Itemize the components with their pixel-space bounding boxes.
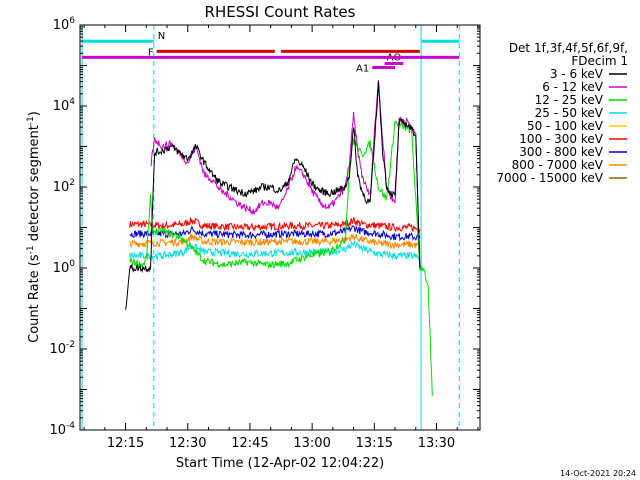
x-tick-label: 12:30 [169, 436, 206, 451]
legend-label: 50 - 100 keV [527, 119, 604, 133]
y-tick-label-base: 10 [53, 261, 70, 276]
y-tick-label: 100 [53, 259, 76, 276]
x-tick-label: 12:45 [231, 436, 268, 451]
series-line [129, 216, 421, 233]
y-axis-label-main: Count Rate (s [27, 254, 42, 343]
legend-label: 12 - 25 keV [535, 93, 604, 107]
y-axis-label-sup1: -1 [26, 245, 36, 254]
timestamp: 14-Oct-2021 20:24 [560, 469, 636, 478]
x-tick-label: 13:15 [356, 436, 393, 451]
x-axis-ticks: 12:15 12:30 12:45 13:00 13:15 13:30 [83, 25, 479, 451]
y-tick-label-exp: 6 [69, 16, 75, 26]
legend-label: 800 - 7000 keV [512, 158, 604, 172]
y-tick-label: 104 [53, 97, 76, 114]
x-tick-label: 13:30 [418, 436, 455, 451]
x-axis-label: Start Time (12-Apr-02 12:04:22) [176, 456, 384, 471]
y-tick-label: 10-2 [49, 340, 75, 357]
y-tick-label-base: 10 [53, 18, 70, 33]
y-axis-label: Count Rate (s-1 detector segment-1) [26, 111, 42, 343]
chart-title: RHESSI Count Rates [205, 3, 356, 21]
series-group [125, 79, 433, 396]
legend-label: 7000 - 15000 keV [496, 171, 603, 185]
series-line [129, 225, 421, 242]
legend-label: 300 - 800 keV [519, 145, 603, 159]
x-tick-label: 12:15 [107, 436, 144, 451]
y-tick-label-exp: 0 [69, 259, 75, 269]
series-line [125, 81, 421, 310]
y-axis-label-end: ) [27, 111, 42, 116]
series-line [129, 240, 421, 262]
flag-bars: NFAOA1 [82, 31, 460, 75]
y-axis-label-sup2: -1 [26, 116, 36, 125]
y-tick-label-exp: -4 [66, 421, 75, 431]
flag-label: A1 [356, 64, 369, 75]
y-tick-label-base: 10 [49, 342, 66, 357]
legend-header-1: Det 1f,3f,4f,5f,6f,9f, [509, 41, 628, 55]
y-tick-label-base: 10 [49, 423, 66, 438]
y-tick-label: 102 [53, 178, 75, 195]
y-tick-label-exp: 4 [69, 97, 75, 107]
legend-header-2: FDecim 1 [571, 54, 628, 68]
legend-label: 6 - 12 keV [542, 80, 604, 94]
series-line [129, 120, 433, 396]
series-line [129, 233, 421, 250]
y-tick-label-base: 10 [53, 99, 70, 114]
y-tick-label: 106 [53, 16, 76, 33]
flag-label: F [148, 47, 154, 58]
y-tick-label: 10-4 [49, 421, 75, 438]
legend-label: 25 - 50 keV [535, 106, 604, 120]
legend-label: 3 - 6 keV [550, 67, 604, 81]
y-tick-label-exp: 2 [69, 178, 75, 188]
y-tick-label-exp: -2 [66, 340, 75, 350]
x-tick-label: 13:00 [293, 436, 330, 451]
flag-label: N [158, 31, 165, 42]
legend-label: 100 - 300 keV [519, 132, 603, 146]
y-tick-label-base: 10 [53, 180, 70, 195]
legend: Det 1f,3f,4f,5f,6f,9f, FDecim 1 3 - 6 ke… [496, 41, 628, 185]
y-axis-label-mid: detector segment [27, 125, 42, 245]
